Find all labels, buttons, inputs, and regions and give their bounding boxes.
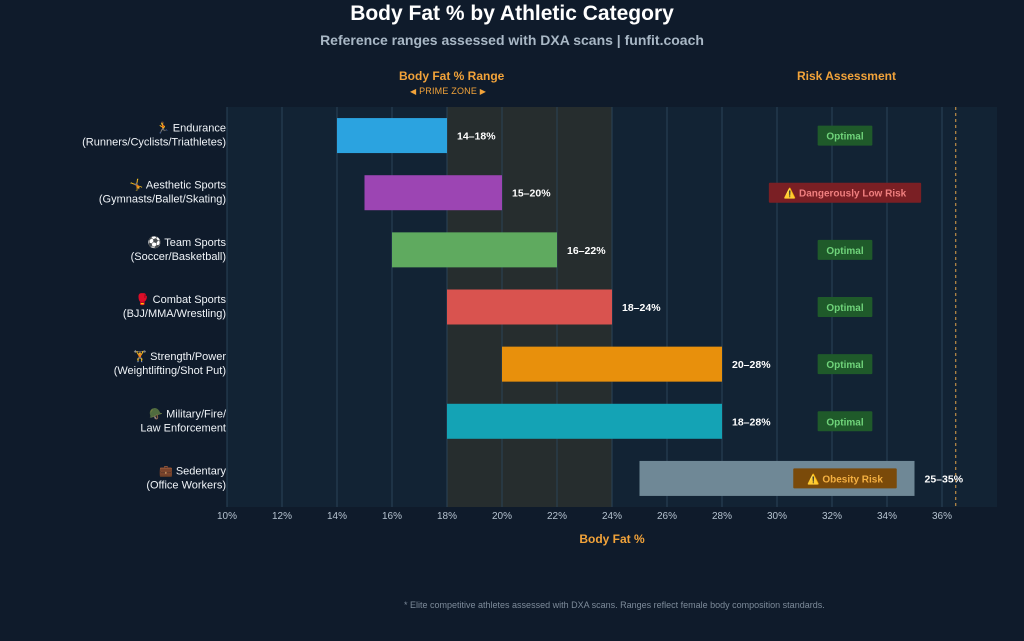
prime-zone-text: PRIME ZONE [419,86,478,96]
category-name: 🪖 Military/Fire/ [149,407,227,420]
bar-value-label: 14–18% [457,131,496,143]
x-tick-label: 36% [932,511,952,522]
bar-value-label: 18–28% [732,416,771,428]
risk-badge-text: ⚠️ Obesity Risk [807,472,883,485]
x-tick-label: 22% [547,511,567,522]
bar [502,346,722,382]
category-subtitle: (Gymnasts/Ballet/Skating) [99,194,226,206]
x-tick-label: 18% [437,511,457,522]
risk-badge-text: Optimal [826,132,863,143]
bar-value-label: 15–20% [512,188,551,200]
bar [337,118,447,154]
category-name: 🏃 Endurance [156,122,226,135]
chart-title: Body Fat % by Athletic Category [350,2,674,25]
risk-badge-text: ⚠️ Dangerously Low Risk [784,187,907,200]
bar [392,232,557,268]
risk-badge-text: Optimal [826,417,863,428]
right-triangle-icon: ▶ [479,87,487,96]
risk-badge [817,297,873,317]
category-subtitle: (Office Workers) [146,479,226,491]
x-tick-label: 32% [822,511,842,522]
x-tick-label: 28% [712,511,732,522]
category-subtitle: (BJJ/MMA/Wrestling) [123,308,226,320]
left-triangle-icon: ◀ [410,87,417,96]
risk-badge [817,411,873,432]
bar [364,175,502,211]
category-subtitle: (Runners/Cyclists/Triathletes) [82,137,226,149]
x-tick-label: 30% [767,511,787,522]
category-name: ⚽ Team Sports [147,236,227,249]
x-tick-label: 12% [272,511,292,522]
bar-value-label: 20–28% [732,359,771,371]
category-name: 🏋 Strength/Power [133,350,226,363]
risk-badge-text: Optimal [826,360,863,371]
chart-subtitle: Reference ranges assessed with DXA scans… [320,32,704,48]
x-tick-label: 20% [492,511,512,522]
risk-header: Risk Assessment [797,69,896,83]
risk-badge [817,239,873,260]
x-tick-label: 26% [657,511,677,522]
risk-badge-text: Optimal [826,303,863,314]
range-header: Body Fat % Range [399,69,505,83]
category-subtitle: Law Enforcement [140,422,226,434]
category-subtitle: (Soccer/Basketball) [131,251,226,263]
category-name: 💼 Sedentary [159,465,226,477]
bar [447,289,612,325]
category-name: 🤸 Aesthetic Sports [130,179,227,192]
x-axis-label: Body Fat % [579,532,645,546]
x-tick-label: 24% [602,511,622,522]
category-name: 🥊 Combat Sports [136,293,227,306]
footnote: * Elite competitive athletes assessed wi… [404,600,825,610]
risk-badge [768,182,922,203]
category-subtitle: (Weightlifting/Shot Put) [114,365,226,377]
x-tick-label: 10% [217,511,237,522]
bar [447,403,722,439]
risk-badge [817,125,873,146]
prime-zone-label: ◀ PRIME ZONE ▶ [410,86,486,96]
x-tick-label: 34% [877,511,897,522]
x-tick-label: 14% [327,511,347,522]
risk-badge-text: Optimal [826,246,863,257]
bar-value-label: 25–35% [925,473,964,485]
risk-badge [817,354,873,375]
risk-badge [793,468,897,489]
bar-value-label: 16–22% [567,245,606,257]
x-tick-label: 16% [382,511,402,522]
bar-value-label: 18–24% [622,302,661,314]
